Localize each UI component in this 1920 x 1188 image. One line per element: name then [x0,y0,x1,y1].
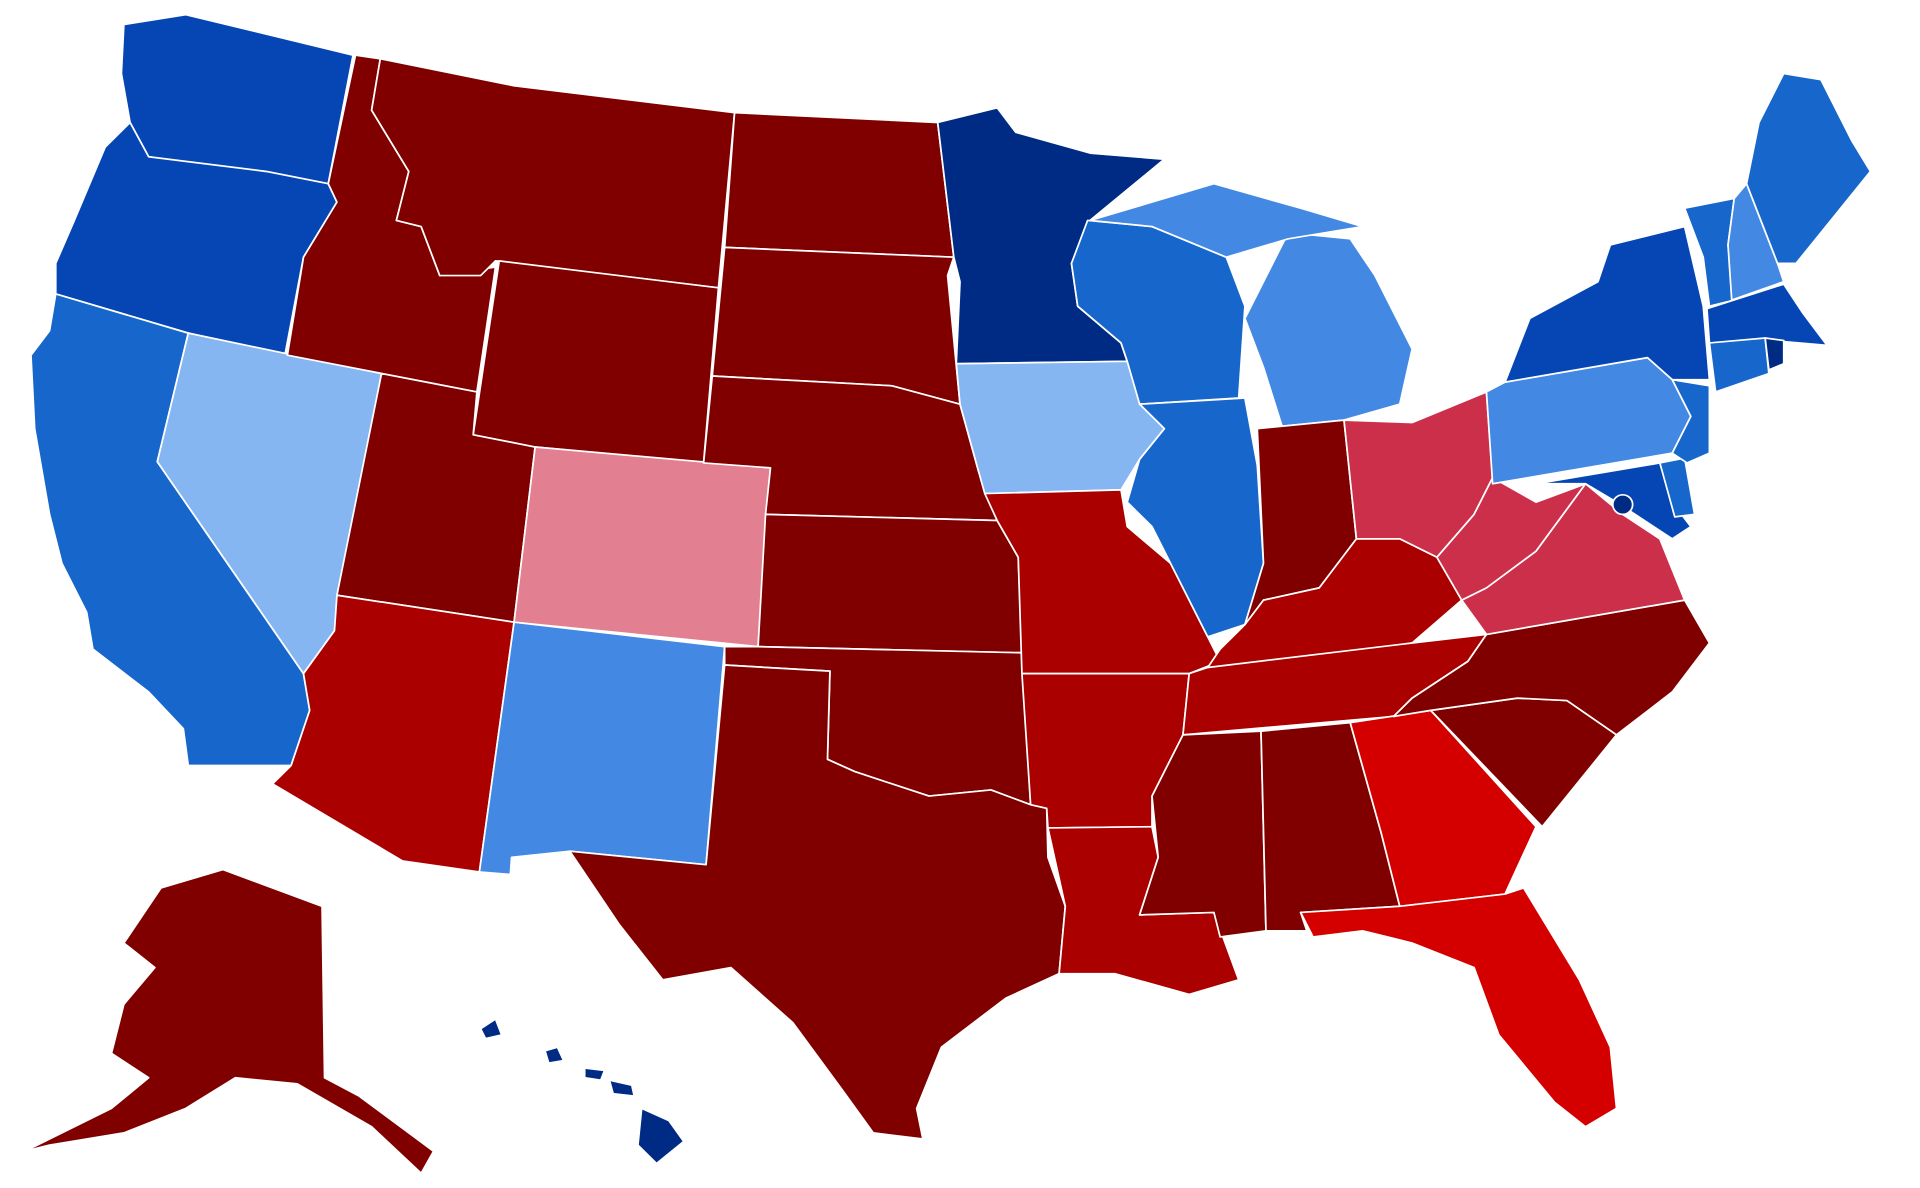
state-ak [23,868,435,1175]
state-mt [370,57,736,289]
state-ct [1708,337,1770,393]
state-hi-island [637,1107,685,1165]
state-nc [1392,599,1711,736]
state-nj [1671,378,1711,464]
state-ny [1504,225,1711,383]
state-hi-island [608,1079,636,1098]
state-me [1745,72,1872,265]
state-ri [1764,337,1785,371]
state-co [513,446,772,648]
states-layer [23,13,1872,1175]
state-tx [568,664,1067,1140]
state-mi [1244,231,1413,428]
state-wy [472,260,720,464]
state-nm [478,621,726,876]
state-hi-island [583,1067,606,1082]
state-la [1047,825,1240,996]
state-mi-up [1089,182,1364,259]
state-il [1126,397,1265,638]
state-hi-island [479,1018,503,1040]
state-de [1659,457,1696,518]
state-hi-island [544,1046,565,1064]
state-ks [757,513,1023,654]
state-fl [1299,887,1618,1128]
district-dc-marker [1611,493,1634,516]
state-nd [723,111,955,259]
